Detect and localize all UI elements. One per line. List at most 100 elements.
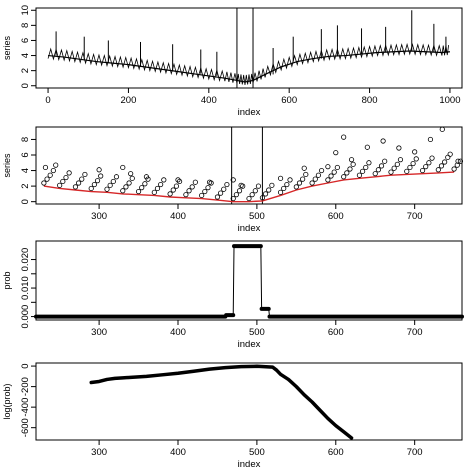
x-tick-label-1-1: 200 — [121, 95, 137, 106]
point-2-3-1 — [91, 181, 97, 188]
point-2-9-1 — [186, 188, 192, 194]
y-tick-label-1-4: 8 — [20, 23, 31, 28]
y-axis-label-1: series — [2, 36, 12, 61]
point-2-1-1 — [60, 178, 66, 185]
point-2-5-1 — [123, 184, 129, 190]
point-2-1-2 — [63, 174, 69, 181]
point-2-2-3 — [82, 171, 88, 178]
point-2-23-1 — [407, 164, 413, 171]
point-2-4-0 — [104, 186, 110, 192]
point-2-17-0 — [309, 180, 315, 186]
point-2-20-2 — [363, 164, 369, 171]
x-tick-label-3-2: 500 — [249, 327, 265, 338]
point-2-21-1 — [375, 167, 381, 173]
point-2-4-3 — [113, 174, 120, 180]
panel-4-frame — [35, 362, 463, 441]
point-2-8-0 — [167, 191, 173, 197]
point-2-23-3 — [413, 156, 419, 162]
point-2-13-2 — [252, 188, 258, 194]
point-2-23-2 — [410, 160, 416, 167]
point-upper-4 — [128, 171, 134, 177]
x-axis-label-2: index — [238, 223, 261, 234]
point-upper-8 — [230, 177, 236, 183]
point-upper-6 — [175, 177, 181, 183]
x-tick-label-2-2: 500 — [249, 211, 265, 222]
point-upper-5 — [143, 174, 150, 180]
point-2-24-1 — [423, 164, 429, 170]
series-line-2 — [43, 171, 455, 203]
point-upper-10 — [277, 175, 284, 181]
point-2-16-0 — [293, 184, 299, 190]
point-2-15-2 — [284, 181, 290, 188]
point-2-20-1 — [359, 168, 366, 174]
point-2-4-1 — [107, 182, 113, 188]
point-2-3-3 — [98, 173, 104, 179]
point-2-8-2 — [173, 183, 180, 189]
point-2-24-0 — [419, 167, 426, 174]
point-2-17-1 — [312, 176, 318, 182]
point-2-2-2 — [79, 176, 85, 182]
point-2-8-1 — [170, 187, 176, 193]
y-tick-label-2-3: 6 — [20, 152, 31, 157]
point-2-9-0 — [183, 192, 189, 198]
point-upper-14 — [341, 134, 347, 140]
point-2-24-3 — [429, 155, 435, 161]
y-tick-label-1-1: 2 — [20, 68, 31, 73]
point-upper-17 — [380, 138, 386, 144]
point-upper-11 — [301, 165, 307, 171]
point-2-11-1 — [218, 190, 224, 196]
x-tick-label-4-2: 500 — [249, 447, 265, 458]
x-tick-label-1-0: 0 — [45, 95, 50, 106]
point-2-17-2 — [315, 172, 322, 178]
point-2-15-0 — [277, 189, 284, 195]
point-2-18-0 — [325, 177, 331, 183]
point-2-9-2 — [189, 184, 195, 190]
series-line-4 — [89, 364, 354, 440]
x-tick-label-2-4: 700 — [407, 211, 423, 222]
y-tick-label-3-0: 0.000 — [20, 305, 31, 329]
point-2-10-0 — [199, 192, 205, 199]
y-tick-label-1-3: 6 — [20, 38, 31, 43]
point-2-11-3 — [224, 181, 230, 188]
point-2-7-2 — [158, 181, 164, 188]
x-tick-label-4-3: 600 — [328, 447, 344, 458]
point-upper-13 — [333, 150, 339, 156]
point-2-10-1 — [202, 188, 208, 195]
point-2-9-3 — [192, 179, 198, 185]
point-2-22-1 — [391, 165, 397, 171]
point-2-22-3 — [397, 157, 404, 163]
point-2-16-2 — [300, 176, 306, 182]
x-tick-label-1-4: 800 — [362, 95, 378, 106]
x-tick-label-1-2: 400 — [201, 95, 217, 106]
point-2-21-0 — [372, 171, 378, 177]
point-2-19-2 — [347, 166, 353, 172]
x-tick-label-2-1: 400 — [170, 211, 186, 222]
x-tick-label-4-0: 300 — [91, 447, 107, 458]
point-2-6-0 — [135, 188, 142, 195]
x-tick-label-4-1: 400 — [170, 447, 186, 458]
y-axis-label-3: prob — [2, 271, 12, 289]
point-2-21-3 — [382, 158, 388, 164]
point-2-25-0 — [435, 167, 441, 173]
point-2-5-3 — [129, 175, 135, 181]
point-upper-18 — [396, 145, 402, 151]
point-2-16-3 — [303, 171, 309, 178]
point-2-1-0 — [57, 182, 63, 188]
point-upper-21 — [439, 126, 445, 132]
point-2-2-0 — [72, 184, 79, 190]
point-upper-2 — [96, 167, 102, 173]
point-2-23-0 — [404, 168, 410, 174]
point-2-11-0 — [214, 194, 221, 200]
point-upper-9 — [238, 182, 244, 188]
series-line-3 — [36, 245, 462, 318]
panel-1-frame — [35, 7, 463, 89]
point-2-14-2 — [266, 187, 272, 193]
point-2-13-1 — [249, 192, 255, 198]
point-2-24-2 — [426, 160, 432, 166]
x-tick-label-1-3: 600 — [281, 95, 297, 106]
point-2-26-0 — [451, 166, 457, 172]
y-tick-label-2-2: 4 — [20, 168, 31, 173]
point-upper-0 — [42, 164, 49, 171]
y-tick-label-2-1: 2 — [20, 183, 31, 188]
